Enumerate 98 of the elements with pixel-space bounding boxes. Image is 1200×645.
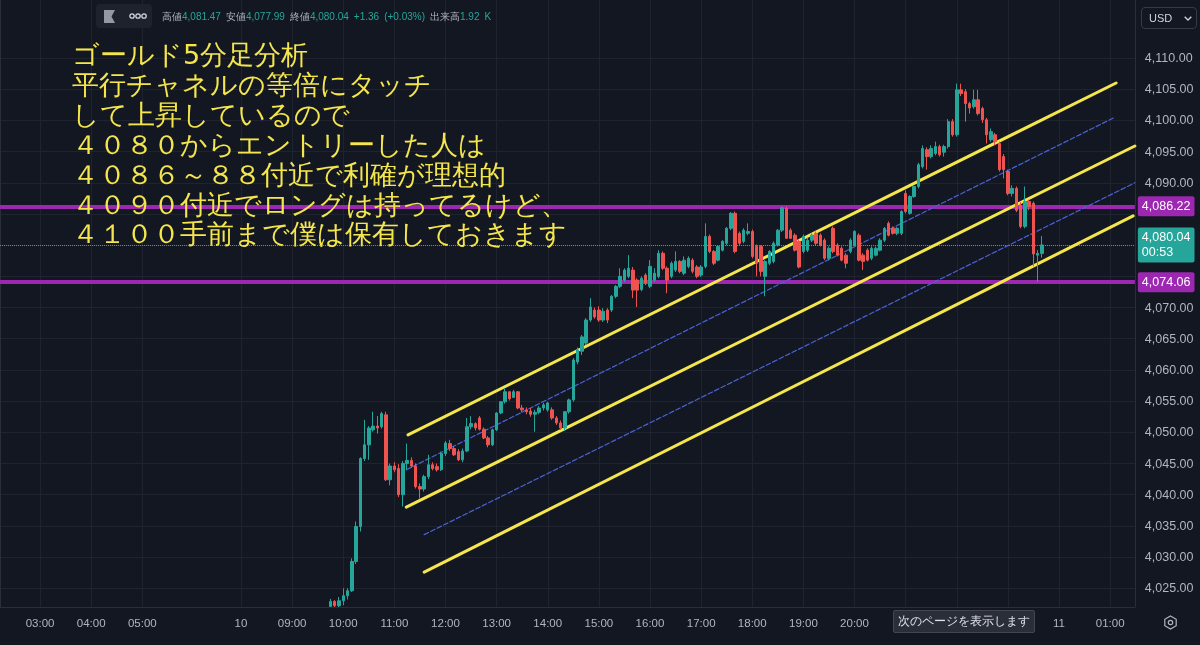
candlestick bbox=[887, 220, 891, 237]
candlestick bbox=[431, 461, 435, 471]
candlestick bbox=[606, 307, 610, 324]
candlestick bbox=[831, 225, 836, 254]
x-tick-label: 16:00 bbox=[635, 617, 665, 629]
candlestick bbox=[785, 205, 789, 240]
candlestick bbox=[333, 599, 337, 608]
x-tick-label: 03:00 bbox=[25, 617, 55, 629]
y-tick-label: 4,090.00 bbox=[1145, 175, 1194, 190]
annotation: ４０８０からエントリーした人は bbox=[72, 128, 487, 160]
text: 次のページを表示します bbox=[893, 610, 1035, 633]
candlestick bbox=[955, 83, 960, 138]
candlestick bbox=[397, 463, 401, 498]
y-tick-label: 4,055.00 bbox=[1145, 394, 1194, 409]
x-tick-label: 13:00 bbox=[482, 617, 512, 629]
candlestick bbox=[682, 255, 687, 276]
candlestick bbox=[533, 409, 538, 433]
ref-line-label: 4,080.04 00:53 bbox=[1142, 230, 1191, 260]
candlestick bbox=[925, 146, 930, 171]
candlestick bbox=[1023, 186, 1028, 229]
text: 高値4,081.47 安値4,077.99 終値4,080.04 +1.36 (+0.03%) 出来高1.92 K bbox=[162, 11, 492, 22]
ref-line-label: 4,074.06 bbox=[1142, 275, 1191, 290]
candlestick bbox=[329, 598, 333, 608]
x-tick-label: 04:00 bbox=[76, 617, 106, 629]
x-tick-label: 11:00 bbox=[380, 617, 409, 629]
x-tick-label: 14:00 bbox=[533, 617, 563, 629]
y-tick-label: 4,025.00 bbox=[1145, 581, 1194, 596]
x-tick-label: 01:00 bbox=[1095, 617, 1125, 629]
candlestick bbox=[904, 189, 908, 214]
y-tick-label: 4,110.00 bbox=[1145, 51, 1193, 66]
y-tick-label: 4,045.00 bbox=[1145, 456, 1194, 471]
x-tick-label: 12:00 bbox=[431, 617, 461, 629]
x-tick-label: 10 bbox=[234, 617, 248, 629]
candlestick bbox=[827, 245, 832, 261]
y-tick-label: 4,100.00 bbox=[1145, 113, 1194, 128]
ref-line-label: 4,086.22 bbox=[1142, 199, 1191, 214]
candlestick bbox=[993, 132, 998, 146]
candlestick bbox=[1006, 169, 1011, 196]
annotation: 平行チャネルの等倍にタッチ bbox=[72, 68, 433, 100]
candlestick bbox=[733, 210, 738, 254]
y-axis-title: USD bbox=[1149, 12, 1173, 25]
candlestick bbox=[508, 390, 512, 402]
candlestick bbox=[1010, 184, 1015, 198]
candlestick bbox=[512, 389, 516, 399]
x-tick-label: 11 bbox=[1053, 617, 1066, 629]
x-tick-label: 10:00 bbox=[329, 617, 358, 629]
candlestick bbox=[550, 406, 555, 421]
y-tick-label: 4,050.00 bbox=[1145, 425, 1194, 440]
x-tick-label: 15:00 bbox=[584, 617, 614, 629]
candlestick bbox=[648, 259, 653, 289]
y-tick-label: 4,030.00 bbox=[1145, 550, 1194, 565]
candlestick bbox=[929, 144, 934, 159]
y-tick-label: 4,035.00 bbox=[1145, 518, 1194, 533]
y-tick-label: 4,070.00 bbox=[1145, 300, 1194, 315]
annotation: ４０８６～８８付近で利確が理想的 bbox=[72, 158, 507, 190]
candlestick bbox=[380, 411, 384, 430]
candlestick bbox=[823, 237, 827, 261]
x-tick-label: 18:00 bbox=[738, 617, 767, 629]
candlestick bbox=[678, 259, 683, 274]
y-tick-label: 4,105.00 bbox=[1145, 82, 1194, 97]
y-tick-label: 4,060.00 bbox=[1145, 362, 1194, 377]
candlestick bbox=[376, 415, 380, 435]
candlestick bbox=[435, 463, 440, 473]
x-tick-label: 20:00 bbox=[840, 617, 870, 629]
candlestick bbox=[559, 419, 563, 431]
candlestick bbox=[529, 407, 533, 418]
candlestick bbox=[597, 305, 602, 323]
candlestick bbox=[448, 439, 453, 452]
candlestick bbox=[972, 89, 977, 110]
candlestick bbox=[759, 244, 764, 277]
candlestick bbox=[601, 307, 606, 323]
candlestick bbox=[516, 390, 521, 410]
candlestick bbox=[640, 275, 644, 292]
y-tick-label: 4,065.00 bbox=[1145, 331, 1194, 346]
candlestick bbox=[388, 463, 393, 486]
x-tick-label: 19:00 bbox=[789, 617, 818, 629]
candlestick bbox=[546, 401, 550, 413]
candlestick bbox=[742, 227, 746, 244]
x-tick-label: 09:00 bbox=[277, 617, 307, 629]
x-tick-label: 17:00 bbox=[686, 617, 716, 629]
y-tick-label: 4,040.00 bbox=[1145, 487, 1194, 502]
candlestick bbox=[989, 128, 994, 143]
y-tick-label: 4,095.00 bbox=[1145, 144, 1194, 159]
annotation: ４１００手前まで僕は保有しておきます bbox=[72, 218, 568, 250]
candlestick bbox=[691, 257, 695, 274]
candlestick bbox=[593, 307, 597, 320]
x-tick-label: 05:00 bbox=[127, 617, 157, 629]
annotation: して上昇しているので bbox=[72, 98, 351, 130]
candlestick bbox=[657, 249, 661, 279]
candlestick bbox=[627, 254, 631, 279]
candlestick bbox=[891, 225, 896, 236]
candlestick bbox=[644, 272, 648, 286]
currency-dropdown: USD bbox=[1141, 7, 1197, 29]
candlestick bbox=[814, 230, 819, 246]
text: ゴールド5分足分析 bbox=[72, 39, 310, 70]
candlestick bbox=[384, 411, 389, 482]
candlestick bbox=[951, 118, 955, 138]
candlestick bbox=[938, 144, 942, 158]
